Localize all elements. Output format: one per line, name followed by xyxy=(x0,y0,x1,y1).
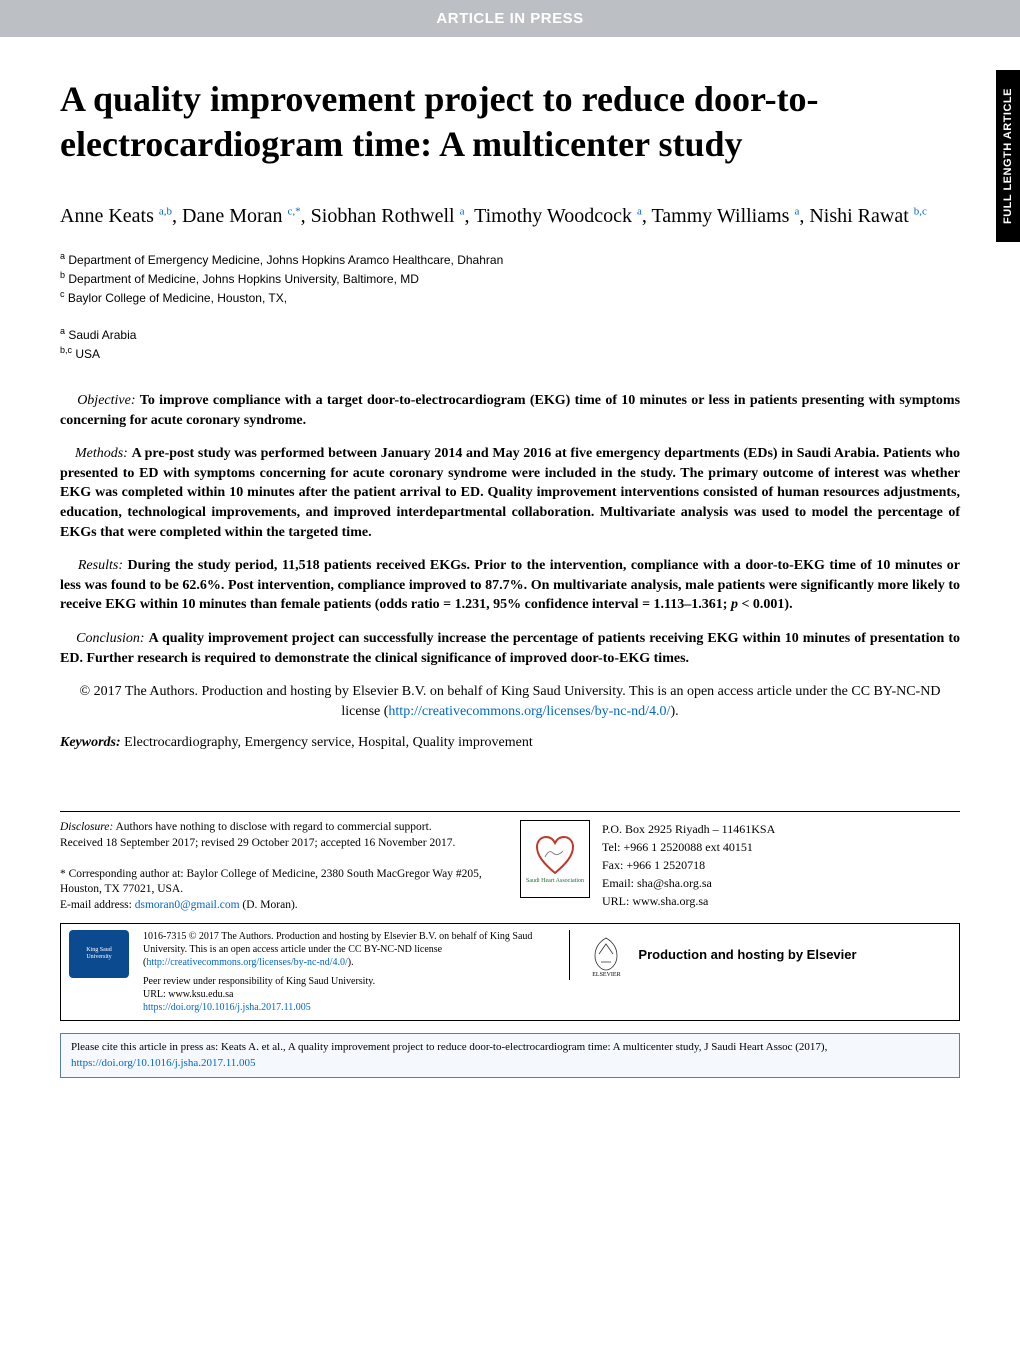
full-length-article-tab: FULL LENGTH ARTICLE xyxy=(996,70,1020,242)
doi-link[interactable]: https://doi.org/10.1016/j.jsha.2017.11.0… xyxy=(143,1002,311,1013)
ksu-url: URL: www.ksu.edu.sa xyxy=(143,988,555,1001)
disclosure: Disclosure: Authors have nothing to disc… xyxy=(60,820,500,836)
country-a: Saudi Arabia xyxy=(68,328,136,342)
footer-box: King SaudUniversity 1016-7315 © 2017 The… xyxy=(60,923,960,1021)
elsevier-logo: ELSEVIER xyxy=(584,931,628,979)
article-in-press-bar: ARTICLE IN PRESS xyxy=(0,0,1020,37)
citation-box: Please cite this article in press as: Ke… xyxy=(60,1033,960,1078)
article-title: A quality improvement project to reduce … xyxy=(60,77,960,167)
sha-heart-logo: Saudi Heart Association xyxy=(520,820,590,898)
ksu-logo: King SaudUniversity xyxy=(69,930,129,978)
footer-cc-link[interactable]: http://creativecommons.org/licenses/by-n… xyxy=(146,957,347,968)
cc-license-link[interactable]: http://creativecommons.org/licenses/by-n… xyxy=(388,704,670,719)
author-email-link[interactable]: dsmoran0@gmail.com xyxy=(135,899,240,911)
received-dates: Received 18 September 2017; revised 29 O… xyxy=(60,836,500,852)
affiliation-a: Department of Emergency Medicine, Johns … xyxy=(68,253,503,267)
footer-license-text: 1016-7315 © 2017 The Authors. Production… xyxy=(143,930,555,969)
keywords: Keywords: Electrocardiography, Emergency… xyxy=(60,735,960,751)
abstract-objective: Objective: To improve compliance with a … xyxy=(60,391,960,430)
peer-review-text: Peer review under responsibility of King… xyxy=(143,975,555,988)
affiliation-c: Baylor College of Medicine, Houston, TX, xyxy=(68,291,287,305)
lower-info-block: Disclosure: Authors have nothing to disc… xyxy=(60,820,960,913)
citation-doi-link[interactable]: https://doi.org/10.1016/j.jsha.2017.11.0… xyxy=(71,1057,256,1069)
author-list: Anne Keats a,b, Dane Moran c,*, Siobhan … xyxy=(60,202,960,230)
elsevier-hosting-text: Production and hosting by Elsevier xyxy=(638,947,856,964)
countries: a Saudi Arabia b,c USA xyxy=(60,325,960,363)
affiliation-b: Department of Medicine, Johns Hopkins Un… xyxy=(68,272,419,286)
corresponding-email: E-mail address: dsmoran0@gmail.com (D. M… xyxy=(60,898,500,914)
separator-line xyxy=(60,811,960,812)
abstract-conclusion: Conclusion: A quality improvement projec… xyxy=(60,629,960,668)
affiliations: a Department of Emergency Medicine, John… xyxy=(60,250,960,307)
abstract-methods: Methods: A pre-post study was performed … xyxy=(60,444,960,542)
country-bc: USA xyxy=(75,347,100,361)
corresponding-author: * Corresponding author at: Baylor Colleg… xyxy=(60,867,500,898)
abstract-results: Results: During the study period, 11,518… xyxy=(60,556,960,615)
contact-info: P.O. Box 2925 Riyadh – 11461KSA Tel: +96… xyxy=(602,820,775,910)
copyright-notice: © 2017 The Authors. Production and hosti… xyxy=(60,682,960,721)
